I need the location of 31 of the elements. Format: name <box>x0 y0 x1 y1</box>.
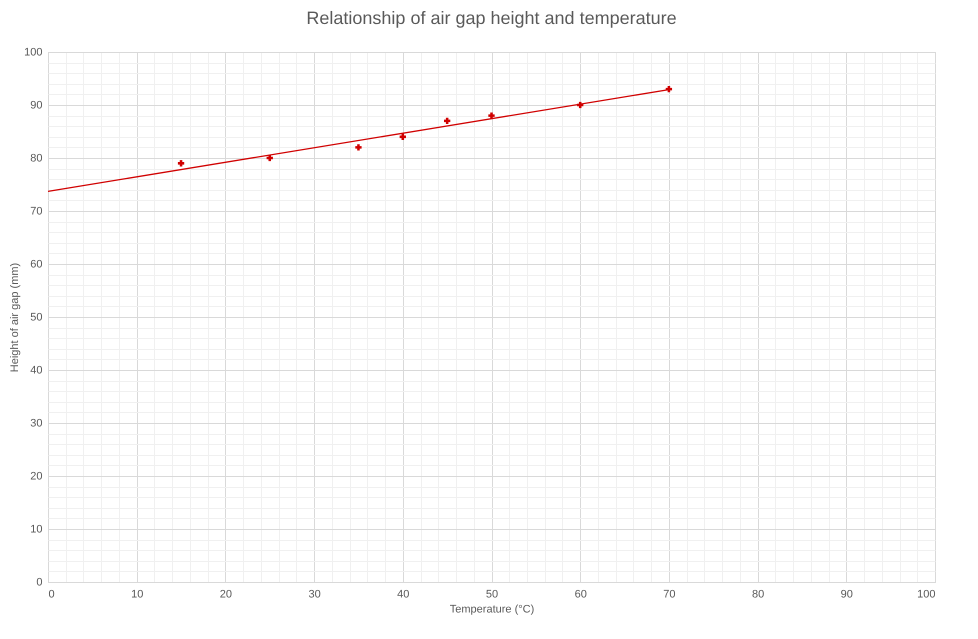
x-tick-label: 20 <box>220 588 232 600</box>
y-tick-label: 100 <box>24 46 42 58</box>
y-tick-label: 80 <box>30 152 42 164</box>
y-tick-label: 90 <box>30 100 42 112</box>
point <box>444 118 450 124</box>
x-tick-label: 40 <box>397 588 410 600</box>
y-tick-label: 40 <box>30 364 42 376</box>
y-tick-label: 30 <box>30 418 42 430</box>
chart-title: Relationship of air gap height and temperature <box>306 8 677 28</box>
x-tick-label: 50 <box>486 588 498 600</box>
x-tick-label: 90 <box>840 588 853 600</box>
y-tick-label: 50 <box>30 312 42 324</box>
point <box>178 160 184 166</box>
y-tick-label: 0 <box>36 576 42 588</box>
x-tick-label: 60 <box>574 588 587 600</box>
x-axis-title: Temperature (°C) <box>450 604 534 616</box>
y-tick-label: 10 <box>30 524 42 536</box>
y-tick-label: 20 <box>30 470 42 482</box>
x-tick-label: 10 <box>131 588 144 600</box>
y-tick-label: 60 <box>30 258 42 270</box>
y-axis-title: Height of air gap (mm) <box>9 262 22 372</box>
y-tick-label: 70 <box>30 206 42 218</box>
x-tick-label: 80 <box>752 588 764 600</box>
point <box>488 112 495 119</box>
x-tick-label: 100 <box>917 588 936 600</box>
point <box>400 134 406 140</box>
x-tick-label: 70 <box>663 588 676 600</box>
point <box>266 154 273 162</box>
point <box>355 144 362 151</box>
x-tick-label: 30 <box>308 588 321 600</box>
x-tick-label: 0 <box>48 588 55 600</box>
